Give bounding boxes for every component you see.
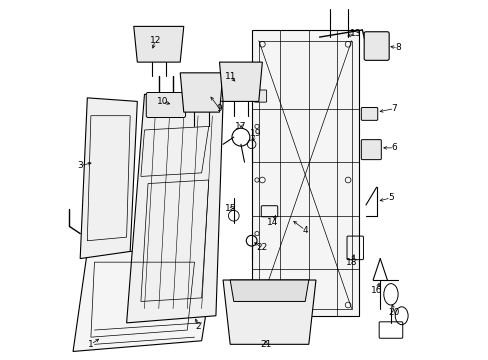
Polygon shape xyxy=(80,98,137,258)
Text: 1: 1 xyxy=(88,340,94,349)
Text: 10: 10 xyxy=(156,97,168,106)
Text: 15: 15 xyxy=(224,204,236,213)
Text: 3: 3 xyxy=(77,161,83,170)
Text: 8: 8 xyxy=(394,43,400,52)
Text: 7: 7 xyxy=(391,104,397,113)
Text: 12: 12 xyxy=(149,36,161,45)
FancyBboxPatch shape xyxy=(254,90,266,102)
FancyBboxPatch shape xyxy=(364,32,388,60)
Text: 22: 22 xyxy=(256,243,267,252)
Text: 4: 4 xyxy=(302,225,307,234)
Text: 18: 18 xyxy=(345,258,357,267)
Polygon shape xyxy=(73,251,216,351)
FancyBboxPatch shape xyxy=(146,93,185,117)
Text: 2: 2 xyxy=(195,322,201,331)
Text: 16: 16 xyxy=(370,286,382,295)
Text: 13: 13 xyxy=(349,29,360,38)
Text: 20: 20 xyxy=(388,308,399,317)
Polygon shape xyxy=(230,280,308,301)
Polygon shape xyxy=(219,62,262,102)
Text: 5: 5 xyxy=(387,193,393,202)
Polygon shape xyxy=(223,280,315,344)
Polygon shape xyxy=(180,73,223,112)
FancyBboxPatch shape xyxy=(361,108,377,120)
FancyBboxPatch shape xyxy=(361,140,381,159)
Polygon shape xyxy=(134,26,183,62)
Text: 19: 19 xyxy=(249,129,261,138)
Text: 21: 21 xyxy=(260,340,271,349)
Text: 11: 11 xyxy=(224,72,236,81)
Text: 17: 17 xyxy=(235,122,246,131)
Text: 14: 14 xyxy=(267,219,278,228)
Polygon shape xyxy=(126,94,223,323)
Bar xyxy=(258,41,351,309)
Text: 6: 6 xyxy=(391,143,397,152)
Polygon shape xyxy=(251,30,358,316)
Text: 9: 9 xyxy=(216,104,222,113)
